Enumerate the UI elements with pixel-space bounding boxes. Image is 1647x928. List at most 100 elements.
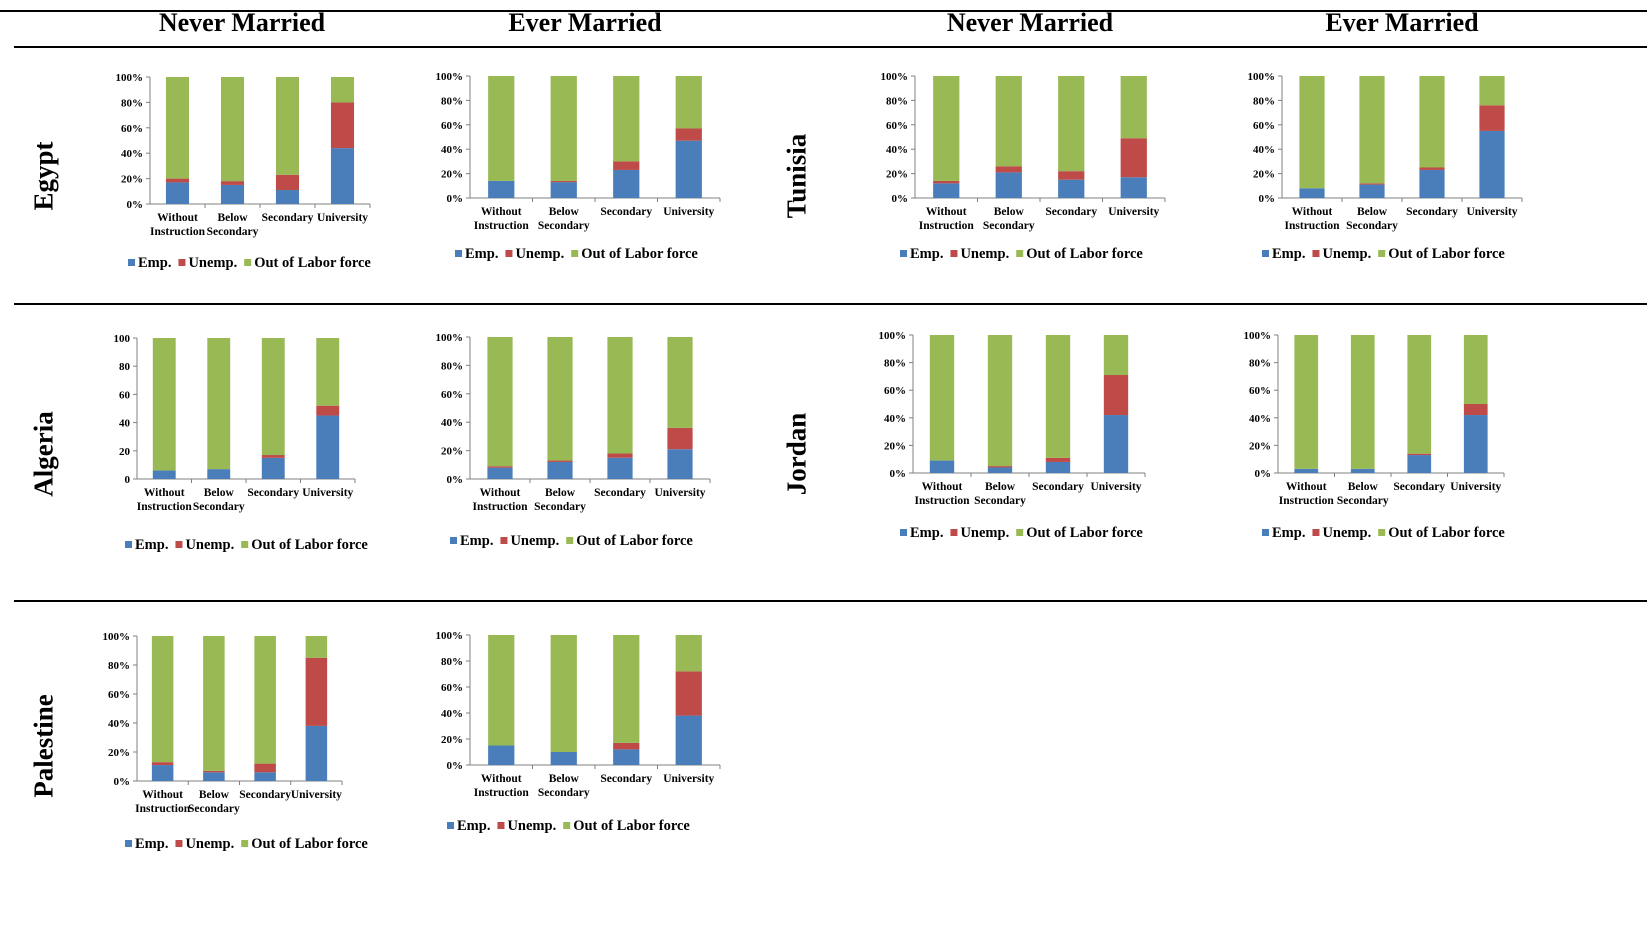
bar-olf (316, 338, 340, 406)
legend-label-olf: Out of Labor force (1388, 525, 1505, 541)
x-tick-label: Without Instruction (135, 789, 191, 815)
bar-emp (165, 182, 190, 204)
bar-olf (151, 636, 174, 763)
x-tick-label: Secondary (600, 206, 652, 218)
bar-olf (550, 76, 577, 181)
x-tick-label: Secondary (594, 487, 646, 499)
legend-label-unemp: Unemp. (1322, 525, 1371, 541)
y-tick-label: 100% (879, 330, 907, 342)
legend-label-unemp: Unemp. (185, 836, 234, 852)
x-tick-label: Below Secondary (538, 206, 590, 232)
chart-egypt-never-married: 0% 20% 40% 60% 80% 100% Without InstructionBelo… (116, 72, 372, 271)
legend-label-olf: Out of Labor force (1026, 525, 1143, 541)
top-rule (0, 10, 1647, 12)
y-tick-label: 80% (1249, 358, 1271, 370)
legend-swatch-olf (1378, 529, 1386, 536)
y-tick-label: 80 (119, 361, 131, 373)
bar-olf (1103, 335, 1129, 376)
bar-unemp (607, 453, 633, 458)
bar-emp (1058, 179, 1085, 198)
bar-emp (488, 180, 515, 198)
legend-swatch-unemp (1312, 529, 1320, 536)
bar-unemp (305, 657, 328, 726)
y-tick-label: 80% (1253, 95, 1275, 107)
y-tick-label: 60% (886, 120, 908, 132)
bar-olf (203, 636, 225, 771)
bar-olf (675, 635, 702, 672)
bar-unemp (1359, 183, 1385, 185)
bar-olf (675, 76, 702, 129)
y-tick-label: 100% (103, 631, 131, 643)
chart-palestine-never-married: 0% 20% 40% 60% 80% 100% Without InstructionBelo… (103, 631, 369, 852)
y-tick-label: 40% (1253, 144, 1275, 156)
legend-swatch-unemp (500, 537, 508, 544)
y-tick-label: 0% (447, 760, 464, 772)
bar-emp (254, 772, 276, 781)
y-tick-label: 20% (441, 734, 463, 746)
x-tick-label: Below Secondary (538, 773, 590, 799)
bar-olf (1419, 76, 1445, 168)
bar-emp (152, 470, 176, 479)
bar-emp (488, 745, 515, 765)
legend-swatch-unemp (505, 250, 513, 257)
bar-olf (1350, 335, 1375, 469)
bar-unemp (1463, 404, 1488, 416)
bar-emp (220, 184, 245, 204)
y-tick-label: 100% (1248, 71, 1276, 83)
x-tick-label: University (317, 212, 368, 224)
bar-olf (1045, 335, 1071, 458)
header-never-married-left: Never Married (158, 8, 326, 37)
bar-emp (487, 467, 513, 479)
bar-olf (488, 76, 515, 181)
legend-label-emp: Emp. (1272, 246, 1305, 262)
y-tick-label: 80% (121, 97, 143, 109)
bar-olf (207, 338, 231, 470)
y-tick-label: 60% (884, 385, 906, 397)
legend-label-unemp: Unemp. (510, 533, 559, 549)
bar-olf (1463, 335, 1488, 404)
x-tick-label: Below Secondary (983, 206, 1035, 232)
bar-emp (1419, 169, 1445, 198)
legend-swatch-olf (241, 840, 249, 847)
bar-emp (550, 182, 577, 198)
legend-label-emp: Emp. (138, 255, 171, 271)
legend-swatch-emp (447, 822, 454, 829)
bar-unemp (165, 178, 190, 183)
bar-emp (675, 715, 702, 765)
y-tick-label: 40% (121, 148, 143, 160)
legend-swatch-olf (1378, 250, 1386, 257)
bar-olf (1058, 76, 1085, 172)
y-tick-label: 40 (119, 418, 131, 430)
legend-label-unemp: Unemp. (507, 818, 556, 834)
legend-label-unemp: Unemp. (188, 255, 237, 271)
bar-unemp (1045, 457, 1071, 462)
y-tick-label: 40% (441, 144, 463, 156)
bar-emp (933, 183, 960, 198)
bar-olf (547, 337, 573, 461)
y-tick-label: 0% (1255, 468, 1272, 480)
bar-olf (487, 337, 513, 467)
legend-label-olf: Out of Labor force (1026, 246, 1143, 262)
bar-unemp (1058, 171, 1085, 180)
y-tick-label: 40% (441, 417, 463, 429)
x-tick-label: University (1450, 481, 1501, 493)
legend-swatch-unemp (178, 259, 186, 266)
y-tick-label: 80% (884, 358, 906, 370)
bar-olf (607, 337, 633, 454)
x-tick-label: Secondary (247, 487, 299, 499)
x-tick-label: University (654, 487, 705, 499)
y-tick-label: 80% (441, 360, 463, 372)
bar-emp (675, 140, 702, 198)
legend-swatch-emp (1262, 250, 1269, 257)
legend-label-unemp: Unemp. (185, 537, 234, 553)
bar-unemp (275, 174, 300, 191)
bar-emp (550, 752, 577, 765)
chart-algeria-ever-married: 0% 20% 40% 60% 80% 100% Without InstructionBelo… (436, 332, 711, 549)
bar-emp (305, 725, 328, 781)
legend-label-olf: Out of Labor force (251, 836, 368, 852)
bar-emp (261, 457, 285, 479)
legend-swatch-olf (241, 541, 249, 548)
y-tick-label: 0% (447, 193, 464, 205)
bar-olf (1294, 335, 1319, 469)
y-tick-label: 60% (108, 689, 130, 701)
